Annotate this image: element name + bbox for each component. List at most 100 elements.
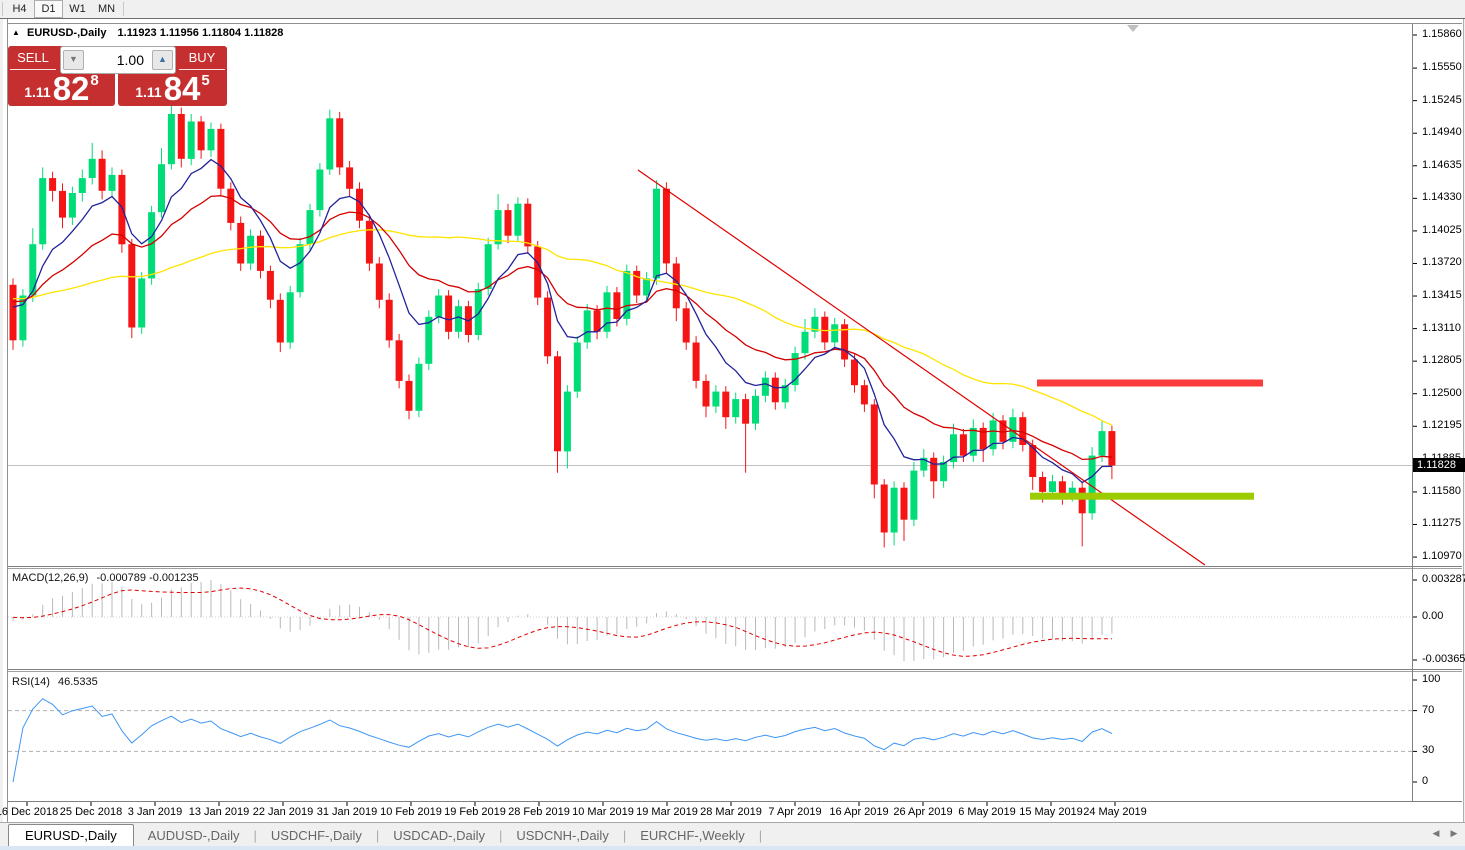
candle-body [336,118,344,168]
buy-price-button[interactable]: 1.11 84 5 [118,72,227,106]
macd-axis-label: 0.003287 [1422,573,1465,585]
tab-separator: | [375,828,380,843]
candle-body [385,299,393,341]
candle-body [1098,431,1106,456]
candle-body [959,434,967,456]
volume-input[interactable] [86,47,150,73]
price-axis-label: 1.12500 [1422,386,1462,399]
date-axis-label: 10 Mar 2019 [572,806,634,818]
date-axis-label: 19 Mar 2019 [636,806,698,818]
candle-body [227,188,235,223]
candle-body [603,292,611,332]
arrow-left-icon: ◀ [1432,828,1440,838]
candle-body [138,278,146,328]
candle-body [771,377,779,403]
candle-body [860,385,868,405]
date-axis-label: 31 Jan 2019 [316,806,378,818]
candle-body [395,340,403,381]
chart-tab-audusd[interactable]: AUDUSD-,Daily [147,828,240,843]
buy-button[interactable]: BUY [188,50,216,65]
ma-slow-line [12,229,1113,426]
sell-button[interactable]: SELL [17,50,49,65]
buy-price-pip: 5 [201,72,210,89]
candle-body [247,235,255,264]
rsi-axis-label: 100 [1422,673,1441,685]
candle-body [1058,481,1066,496]
timeframe-button-d1[interactable]: D1 [34,0,63,18]
tab-scroll-buttons: ◀ ▶ [1429,826,1461,840]
chart-tab-eurusd[interactable]: EURUSD-,Daily [8,824,134,846]
candle-body [306,210,314,245]
candle-body [257,235,264,271]
candle-body [583,310,591,343]
candle-body [563,391,571,452]
sell-price-big: 82 [52,70,90,107]
candle-body [148,212,156,279]
candle-body [356,188,363,221]
chart-tab-usdcnh[interactable]: USDCNH-,Daily [516,828,609,843]
candle-body [98,158,106,191]
candle-body [49,178,57,191]
candle-body [712,391,720,407]
price-axis-label: 1.13720 [1422,256,1462,269]
candle-body [672,263,680,309]
timeframe-button-w1[interactable]: W1 [69,3,86,15]
chart-background [3,19,1463,822]
rsi-line [12,698,1113,783]
timeframe-button-mn[interactable]: MN [97,3,116,15]
candle-body [405,380,413,411]
candle-body [217,128,225,189]
candle-body [9,284,17,341]
support-line[interactable] [1030,492,1254,500]
candle-body [900,487,908,520]
date-axis-label: 28 Mar 2019 [700,806,762,818]
chart-tabs-bar: EURUSD-,Daily AUDUSD-,Daily | USDCHF-,Daily… [0,822,1465,846]
price-axis-label: 1.14025 [1422,223,1462,236]
date-axis-label: 25 Dec 2018 [59,806,123,818]
candle-body [811,316,819,332]
candle-body [474,289,482,335]
rsi-axis-label: 30 [1422,744,1435,757]
candle-body [979,427,987,450]
price-axis-label: 1.11580 [1422,484,1461,497]
candle-body [910,470,918,520]
resistance-line[interactable] [1037,379,1263,387]
chevron-down-icon: ▼ [69,54,78,64]
date-axis-label: 16 Apr 2019 [829,806,889,818]
candle-body [989,420,997,450]
candle-body [504,210,512,236]
chart-tab-eurchf[interactable]: EURCHF-,Weekly [640,828,745,843]
candle-body [692,342,700,381]
candle-body [524,203,532,247]
candle-body [791,353,799,386]
candle-body [870,404,878,485]
volume-decrease-button[interactable]: ▼ [63,50,84,70]
candle-body [969,427,977,456]
candle-body [752,395,759,424]
candle-body [880,484,888,533]
sell-price-prefix: 1.11 [24,84,51,100]
volume-increase-button[interactable]: ▲ [152,50,173,70]
rsi-label: RSI(14) 46.5335 [12,676,98,688]
candle-body [128,244,136,328]
tab-separator: | [498,828,503,843]
price-axis-label: 1.14330 [1422,191,1462,204]
tab-scroll-left-button[interactable]: ◀ [1429,826,1443,840]
one-click-trading-panel: SELL 1.11 82 8 BUY 1.11 84 5 ▼ ▲ [8,46,227,106]
candle-body [722,391,730,418]
macd-label: MACD(12,26,9) -0.000789 -0.001235 [12,572,199,584]
candle-body [494,210,502,245]
date-axis-label: 15 May 2019 [1019,806,1083,818]
candle-body [78,178,86,193]
candle-body [761,377,769,396]
chart-tab-usdcad[interactable]: USDCAD-,Daily [393,828,485,843]
rsi-name: RSI(14) [12,676,50,688]
chart-tab-usdchf[interactable]: USDCHF-,Daily [270,828,362,843]
candle-body [682,308,690,343]
timeframe-button-h4[interactable]: H4 [12,3,27,15]
tab-scroll-right-button[interactable]: ▶ [1447,826,1461,840]
sell-price-button[interactable]: 1.11 82 8 [8,72,115,106]
candle-body [316,169,324,211]
candle-body [276,299,284,343]
